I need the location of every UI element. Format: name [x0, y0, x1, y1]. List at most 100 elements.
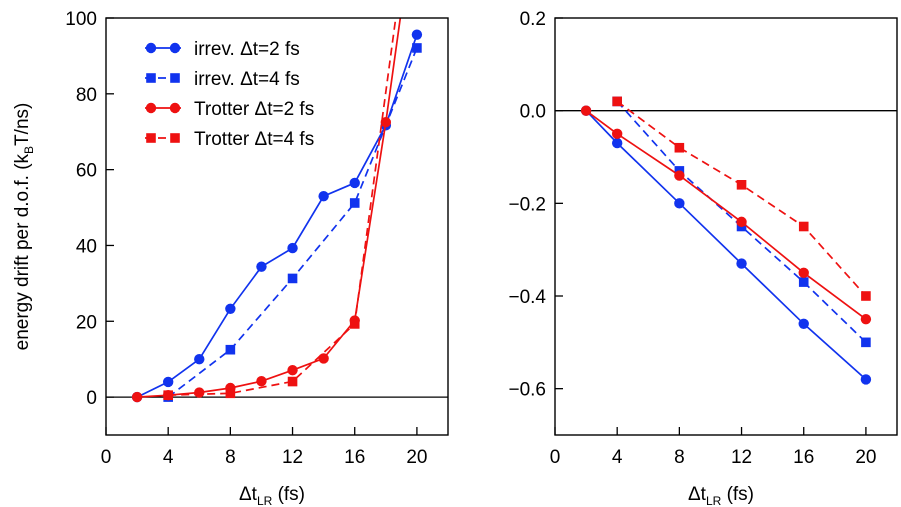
legend-marker [169, 42, 181, 54]
left-panel-series-4-point [287, 376, 298, 387]
left-panel-ytick-label: 80 [76, 85, 97, 106]
right-panel-frame [554, 17, 898, 436]
left-panel-series-4-line [168, 18, 397, 397]
left-panel-series-4-point [225, 388, 236, 399]
left-panel-series-2-point [349, 198, 360, 208]
right-panel-xlabel-unit: (fs) [721, 484, 754, 505]
right-panel-series-3-point [798, 267, 809, 279]
right-panel-series-2-point [861, 337, 871, 348]
right-panel-series-4-point [861, 291, 871, 301]
left-panel-series-1-point [287, 242, 298, 254]
left-panel-series-1-point [225, 303, 236, 314]
legend-label: Trotter Δt=2 fs [194, 99, 314, 120]
right-panel-xtick-label: 8 [674, 447, 685, 468]
left-panel-series-3-point [256, 375, 267, 387]
left-panel-ytick-label: 20 [76, 312, 97, 333]
right-panel-ytick-label: 0.2 [520, 9, 546, 30]
left-panel-series-3-point [194, 387, 205, 398]
left-panel-xlabel-unit: (fs) [272, 484, 305, 505]
right-panel-series-3-line [585, 110, 867, 320]
right-panel-series-1-point [674, 198, 685, 209]
right-panel-series-1-line [585, 110, 867, 381]
left-panel-xtick-label: 12 [282, 447, 303, 468]
right-panel: 0 4 8 12 16 20 0.2 0.0 −0.2 −0.4 −0.6 ΔtLR (fs) [508, 9, 898, 507]
left-panel-series-1-point [194, 353, 205, 365]
left-panel-series-3-point [131, 391, 143, 403]
left-panel-xlabel-main: Δt [239, 484, 258, 505]
left-panel-series-3-line [137, 18, 402, 398]
right-panel-xlabel-subscript: LR [706, 494, 722, 507]
left-panel-series-1-point [162, 376, 174, 388]
left-panel-series-1-line [136, 34, 418, 398]
right-panel-series-1-point [798, 318, 809, 329]
left-panel-frame [105, 17, 449, 436]
legend-marker [170, 133, 180, 143]
legend-label: Trotter Δt=4 fs [194, 129, 314, 150]
left-panel-xtick-label: 8 [225, 447, 236, 468]
left-panel-xtick-label: 16 [344, 447, 365, 468]
right-panel-ytick-label: −0.2 [508, 194, 546, 215]
right-panel-series-3-point [860, 313, 872, 325]
left-panel-xlabel: ΔtLR (fs) [239, 484, 305, 507]
right-panel-series-1-point [736, 258, 747, 269]
legend-label: irrev. Δt=2 fs [194, 39, 300, 60]
left-panel-xlabel-subscript: LR [257, 494, 273, 507]
legend-label: irrev. Δt=4 fs [194, 69, 300, 90]
right-panel-ytick-label: −0.4 [508, 287, 546, 308]
left-panel-ytick-label: 40 [76, 236, 97, 257]
left-panel-series-4-point [163, 390, 173, 400]
left-panel-ylabel-unit: T/ns) [12, 103, 33, 146]
right-panel-series-3-point [736, 216, 747, 228]
legend-marker [170, 73, 180, 83]
left-panel-ytick-label: 60 [76, 161, 97, 182]
right-panel-xtick-label: 20 [855, 447, 876, 468]
right-panel-series-4-point [798, 221, 809, 232]
right-panel-series-4-point [736, 180, 747, 190]
legend: irrev. Δt=2 fs irrev. Δt=4 fs Trotter Δt=2… [145, 39, 314, 150]
left-panel-ylabel: energy drift per d.o.f. (kBT/ns) [12, 103, 36, 351]
left-panel-ytick-label: 0 [86, 388, 97, 409]
right-panel-series-4-point [612, 96, 622, 107]
left-panel-series-3-point [380, 117, 392, 128]
left-panel-series-1-point [411, 29, 423, 40]
left-panel-xtick-label: 20 [406, 447, 427, 468]
left-panel-series-4-point [349, 319, 360, 329]
left-panel-series-1-point [318, 190, 329, 202]
right-panel-xlabel: ΔtLR (fs) [688, 484, 754, 507]
right-panel-series-3-point [611, 128, 623, 140]
right-panel-series-1-point [611, 137, 623, 149]
left-panel-xtick-label: 4 [163, 447, 174, 468]
left-panel-ylabel-main: energy drift per d.o.f. (k [12, 153, 33, 350]
right-panel-xtick-label: 0 [550, 447, 561, 468]
left-panel-series-1-point [256, 261, 267, 272]
right-panel-xtick-label: 4 [612, 447, 623, 468]
left-panel-series-3-point [318, 353, 329, 364]
left-panel-xtick-label: 0 [101, 447, 112, 468]
legend-marker [146, 73, 156, 83]
left-panel-series-2-point [225, 344, 236, 355]
right-panel-data [580, 96, 872, 385]
right-panel-series-3-point [674, 170, 685, 181]
left-panel-series-1-point [349, 177, 360, 189]
left-panel-data [131, 18, 423, 403]
right-panel-xlabel-main: Δt [688, 484, 707, 505]
right-panel-ytick-label: 0.0 [520, 102, 546, 123]
left-panel-series-2-point [287, 273, 298, 284]
left-panel-ylabel-subscript: B [22, 146, 36, 154]
right-panel-xtick-label: 12 [731, 447, 752, 468]
left-panel-series-2-point [412, 43, 422, 53]
right-panel-series-4-point [674, 142, 685, 153]
right-panel-xtick-label: 16 [793, 447, 814, 468]
left-panel: 0 4 8 12 16 20 0 20 40 60 80 100 ΔtLR (fs) energy dri… [12, 9, 449, 507]
legend-marker [145, 102, 157, 114]
right-panel-series-2-point [798, 277, 809, 287]
right-panel-series-3-point [580, 105, 592, 116]
right-panel-series-1-point [860, 374, 872, 385]
left-panel-ytick-label: 100 [65, 9, 97, 30]
legend-marker [145, 42, 157, 54]
left-panel-series-3-point [287, 364, 298, 376]
right-panel-ytick-label: −0.6 [508, 380, 546, 401]
legend-marker [169, 102, 181, 114]
legend-marker [146, 133, 156, 143]
